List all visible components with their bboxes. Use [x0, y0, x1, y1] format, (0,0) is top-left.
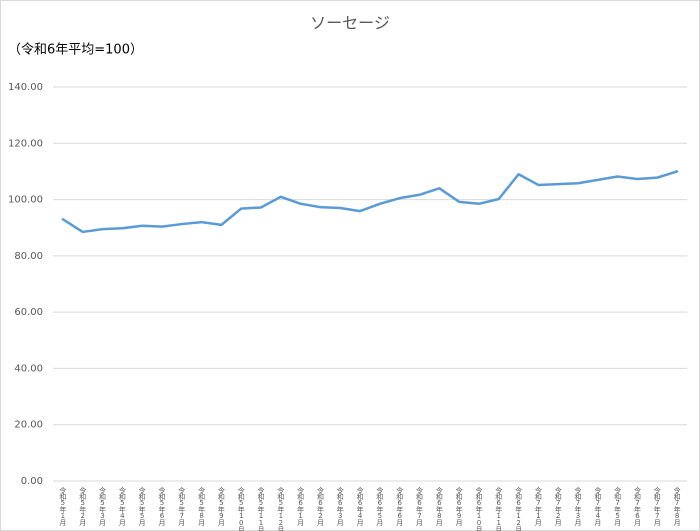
x-tick-label: 令和7年7月 — [653, 486, 661, 527]
x-tick-label: 令和5年3月 — [99, 486, 107, 527]
x-tick-label: 令和6年2月 — [316, 486, 324, 527]
x-tick-label: 令和5年10月 — [237, 486, 245, 531]
x-tick-label: 令和6年7月 — [416, 486, 424, 527]
y-tick-label: 100.00 — [8, 195, 43, 206]
x-tick-label: 令和6年10月 — [475, 486, 483, 531]
x-tick-label: 令和5年6月 — [158, 486, 166, 527]
x-tick-label: 令和6年1月 — [297, 486, 305, 527]
x-tick-label: 令和6年4月 — [356, 486, 364, 527]
y-tick-label: 40.00 — [14, 363, 43, 374]
y-tick-label: 80.00 — [14, 251, 43, 262]
x-tick-label: 令和7年2月 — [554, 486, 562, 527]
x-tick-label: 令和5年9月 — [217, 486, 225, 527]
x-tick-label: 令和5年12月 — [277, 486, 285, 531]
y-tick-label: 140.00 — [8, 82, 43, 93]
x-tick-label: 令和7年5月 — [614, 486, 622, 527]
x-tick-label: 令和6年12月 — [515, 486, 523, 531]
x-tick-label: 令和6年8月 — [435, 486, 443, 527]
x-tick-label: 令和7年1月 — [534, 486, 542, 527]
x-tick-label: 令和7年8月 — [673, 486, 681, 527]
x-tick-label: 令和7年6月 — [633, 486, 641, 527]
x-tick-label: 令和6年11月 — [495, 486, 503, 531]
x-tick-label: 令和6年6月 — [396, 486, 404, 527]
chart-title: ソーセージ — [310, 14, 390, 33]
x-tick-label: 令和7年4月 — [594, 486, 602, 527]
x-tick-label: 令和6年3月 — [336, 486, 344, 527]
x-tick-label: 令和6年9月 — [455, 486, 463, 527]
data-line — [61, 170, 679, 234]
x-tick-label: 令和5年7月 — [178, 486, 186, 527]
y-tick-label: 0.00 — [21, 476, 43, 487]
chart-subtitle: （令和6年平均=100） — [8, 43, 143, 58]
x-tick-label: 令和6年5月 — [376, 486, 384, 527]
x-tick-label: 令和5年5月 — [138, 486, 146, 527]
y-tick-label: 120.00 — [8, 138, 43, 149]
x-tick-label: 令和5年2月 — [79, 486, 87, 527]
y-tick-label: 20.00 — [14, 420, 43, 431]
x-tick-label: 令和5年1月 — [59, 486, 67, 527]
x-tick-label: 令和5年4月 — [118, 486, 126, 527]
x-tick-label: 令和7年3月 — [574, 486, 582, 527]
y-tick-label: 60.00 — [14, 307, 43, 318]
x-tick-label: 令和5年8月 — [198, 486, 206, 527]
x-tick-label: 令和5年11月 — [257, 486, 265, 531]
